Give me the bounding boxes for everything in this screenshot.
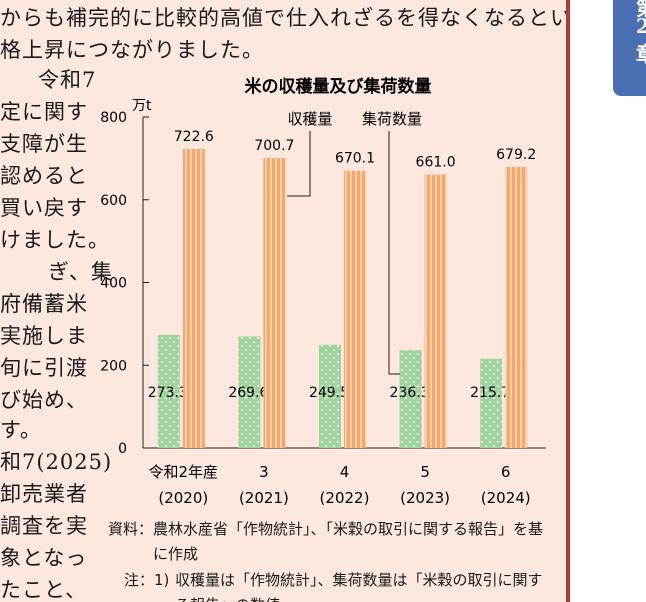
harvest-bar <box>319 344 341 448</box>
body-left-line: 府備蓄米 <box>0 292 88 316</box>
note-text-2: る報告」の数値 <box>175 594 280 602</box>
legend-harvest-label: 収穫量 <box>287 110 332 128</box>
chart: 米の収穫量及び集荷数量 万t 0 200 400 600 800 令和2年産 (2020) 3… <box>100 76 546 507</box>
body-left-line: 定に関す <box>0 100 88 124</box>
chapter-tab-glyph-2: 2 <box>636 14 646 38</box>
collection-value-label: 679.2 <box>496 147 536 163</box>
harvest-bar <box>399 350 422 448</box>
x-tick-label: 6 <box>501 463 511 481</box>
body-left-line: 卸売業者 <box>0 482 88 506</box>
x-tick-label: 4 <box>340 463 350 481</box>
body-left-line: び始め、 <box>0 388 88 412</box>
collection-bar <box>505 166 528 448</box>
y-tick-label: 800 <box>100 110 127 126</box>
legend-harvest-leader <box>287 131 311 197</box>
y-tick-label: 400 <box>100 276 127 292</box>
bars: 273.3 722.6 269.6 700.7 249.5 670.1 236.3 661.0… <box>148 129 536 449</box>
harvest-value-label: 236.3 <box>390 385 430 401</box>
axes: 0 200 400 600 800 令和2年産 (2020) 3 (2021) 4 (2022) 5 (… <box>100 110 546 507</box>
body-left-line: たこと、 <box>0 578 88 602</box>
y-tick-label: 0 <box>118 441 127 457</box>
harvest-bar <box>480 358 503 448</box>
body-left-line: 令和7 <box>38 68 97 92</box>
harvest-value-label: 215.7 <box>470 385 510 401</box>
harvest-bar <box>157 334 180 448</box>
y-axis-unit: 万t <box>132 98 152 114</box>
chapter-side-tab[interactable] <box>613 0 646 96</box>
y-tick-label: 600 <box>100 193 127 209</box>
body-left-line: けました。 <box>0 228 110 252</box>
body-left-line: 買い戻す <box>0 196 88 220</box>
body-left-line: ぎ、集 <box>48 260 113 284</box>
x-tick-label: 3 <box>259 463 269 481</box>
chapter-tab-glyph-1: 第 <box>636 0 646 21</box>
body-left-line: 旬に引渡 <box>0 356 88 380</box>
legend: 収穫量 集荷数量 <box>287 110 422 375</box>
harvest-bar <box>238 336 261 448</box>
collection-value-label: 722.6 <box>174 129 214 145</box>
y-tick-label: 200 <box>100 358 127 374</box>
x-tick-label-year: (2023) <box>400 489 450 507</box>
collection-value-label: 661.0 <box>416 155 456 171</box>
page: からも補完的に比較的高値で仕入れざるを得なくなるとい 格上昇につながりました。 … <box>0 0 570 602</box>
body-left-line: 調査を実 <box>0 514 88 538</box>
source-text-1: 農林水産省「作物統計」、「米穀の取引に関する報告」を基 <box>153 520 544 538</box>
collection-value-label: 670.1 <box>335 151 375 167</box>
harvest-value-label: 249.5 <box>309 385 349 401</box>
chart-title: 米の収穫量及び集荷数量 <box>245 76 432 97</box>
note-text-1: 収穫量は「作物統計」、集荷数量は「米穀の取引に関す <box>175 571 543 589</box>
body-left-line: 和7(2025) <box>0 450 113 474</box>
x-tick-label-year: (2021) <box>239 489 289 507</box>
collection-bar <box>424 174 447 449</box>
legend-collection-leader <box>388 131 400 375</box>
x-tick-label-year: (2022) <box>320 489 370 507</box>
x-tick-label: 令和2年産 <box>149 463 219 481</box>
body-left-line: す。 <box>0 418 42 442</box>
harvest-value-label: 273.3 <box>148 385 188 401</box>
legend-collection-label: 集荷数量 <box>362 110 422 128</box>
body-left-line: 認めると <box>0 164 88 188</box>
source-text-2: に作成 <box>153 545 199 563</box>
collection-bar <box>344 170 366 448</box>
collection-bar <box>263 158 286 448</box>
chapter-tab-glyph-3: 章 <box>636 38 646 67</box>
collection-value-label: 700.7 <box>254 138 294 154</box>
body-left-line: 象となっ <box>0 546 88 570</box>
x-tick-label-year: (2024) <box>481 489 531 507</box>
body-line-1: からも補完的に比較的高値で仕入れざるを得なくなるとい <box>0 6 570 30</box>
source-label: 資料： <box>108 520 154 538</box>
harvest-value-label: 269.6 <box>228 385 268 401</box>
body-left-line: 支障が生 <box>0 132 88 156</box>
collection-bar <box>182 149 205 449</box>
x-tick-label: 5 <box>420 463 430 481</box>
body-left-line: 実施しま <box>0 324 88 348</box>
x-tick-label-year: (2020) <box>158 489 208 507</box>
body-line-2: 格上昇につながりました。 <box>0 38 264 62</box>
note-label: 注：1) <box>124 571 170 589</box>
